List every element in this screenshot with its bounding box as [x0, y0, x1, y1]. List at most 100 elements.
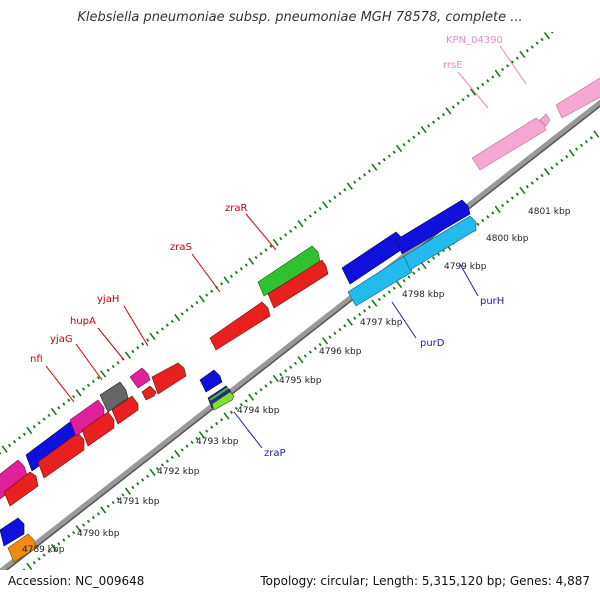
minor-tick	[358, 312, 362, 317]
minor-tick	[591, 1, 593, 3]
scale-label: 4795 kbp	[279, 376, 322, 386]
minor-tick	[451, 105, 455, 109]
gene-label-nfi[interactable]: nfi	[30, 354, 43, 365]
minor-tick	[185, 308, 189, 312]
gene-arrow-red[interactable]	[111, 395, 139, 425]
minor-tick	[392, 150, 396, 154]
scale-labels: 4789 kbp 4790 kbp 4791 kbp 4792 kbp 4793…	[22, 207, 571, 555]
gene-arrow-pink-KPN_04390[interactable]	[555, 77, 600, 119]
minor-tick	[501, 203, 505, 208]
minor-tick	[22, 568, 26, 570]
minor-tick	[530, 181, 534, 185]
minor-tick	[417, 131, 421, 136]
leader-yjaG	[75, 343, 103, 381]
minor-tick	[210, 289, 214, 293]
gene-arrow-green-small[interactable]	[211, 391, 235, 411]
minor-tick	[269, 244, 273, 248]
minor-tick	[146, 338, 150, 342]
gene-label-rrsE[interactable]: rrsE	[443, 60, 463, 71]
minor-tick	[293, 225, 298, 230]
gene-arrow-gray-yjaG[interactable]	[99, 381, 129, 413]
minor-tick	[111, 500, 115, 505]
gene-label-purH[interactable]: purH	[480, 296, 504, 307]
gene-arrow-pink-rrsE[interactable]	[471, 117, 547, 171]
gene-label-zraS[interactable]: zraS	[170, 242, 192, 253]
gene-arrow-green-zraR[interactable]	[257, 245, 321, 297]
gene-arrow-red-small[interactable]	[141, 385, 157, 401]
minor-tick	[318, 206, 322, 211]
gene-arrow-blue[interactable]	[199, 369, 223, 393]
gene-arrow-red-yjaH[interactable]	[151, 362, 187, 395]
minor-tick	[550, 166, 554, 170]
gene-arrow-red-zraS[interactable]	[209, 301, 271, 351]
minor-tick	[515, 56, 519, 60]
minor-tick	[215, 421, 219, 426]
gene-arrow-cyan-purH[interactable]	[403, 215, 477, 271]
major-tick	[50, 543, 58, 552]
minor-tick	[170, 319, 174, 324]
minor-tick	[530, 45, 534, 49]
minor-tick	[116, 361, 120, 365]
minor-tick	[37, 557, 41, 561]
gene-arrow-pink-small[interactable]	[539, 113, 551, 127]
gene-label-yjaH[interactable]: yjaH	[97, 294, 119, 305]
minor-tick	[131, 349, 135, 354]
major-tick	[75, 525, 82, 533]
gene-arrow-blue[interactable]	[395, 199, 471, 255]
gene-arrow-red[interactable]	[3, 471, 39, 507]
forward-tick-track	[0, 1, 593, 455]
major-tick	[322, 337, 329, 345]
leader-purD	[391, 301, 417, 339]
reverse-strand-genes	[0, 199, 477, 563]
major-tick	[543, 168, 551, 176]
major-tick	[124, 487, 131, 495]
gene-arrow-red[interactable]	[37, 432, 85, 479]
minor-tick	[121, 493, 125, 497]
minor-tick	[560, 158, 564, 163]
minor-tick	[155, 331, 160, 335]
gene-label-hupA[interactable]: hupA	[70, 316, 96, 327]
minor-tick	[165, 323, 169, 327]
gene-arrow-blue[interactable]	[0, 517, 25, 547]
accession-text: Accession: NC_009648	[8, 574, 145, 588]
gene-arrow-magenta-nfi[interactable]	[69, 399, 105, 437]
minor-tick	[136, 482, 140, 486]
minor-tick	[515, 192, 519, 196]
minor-tick	[12, 440, 17, 444]
minor-tick	[550, 32, 554, 34]
major-tick	[50, 407, 58, 416]
minor-tick	[205, 429, 209, 433]
gene-arrow-magenta[interactable]	[0, 459, 29, 502]
scale-label: 4789 kbp	[22, 545, 65, 555]
gene-label-yjaG[interactable]: yjaG	[50, 334, 73, 345]
minor-tick	[67, 534, 71, 538]
major-tick	[297, 220, 304, 228]
minor-tick	[505, 64, 510, 68]
minor-tick	[586, 5, 588, 7]
gene-label-zraP[interactable]: zraP	[264, 448, 286, 459]
minor-tick	[205, 293, 209, 297]
major-tick	[1, 445, 8, 453]
leader-hupA	[97, 327, 125, 361]
minor-tick	[431, 256, 436, 260]
minor-tick	[343, 324, 347, 328]
gene-arrow-magenta-hupA[interactable]	[129, 367, 151, 389]
gene-arrow-red[interactable]	[267, 259, 329, 309]
gene-label-zraR[interactable]: zraR	[225, 203, 247, 214]
reverse-tick-track	[22, 129, 600, 570]
gene-label-purD[interactable]: purD	[420, 338, 445, 349]
gene-arrow-orange[interactable]	[7, 533, 37, 563]
minor-tick	[67, 398, 71, 402]
minor-tick	[81, 523, 86, 527]
minor-tick	[195, 300, 199, 305]
major-tick	[519, 186, 526, 195]
gene-label-KPN_04390[interactable]: KPN_04390	[446, 35, 503, 46]
leader-zraS	[191, 253, 221, 293]
gene-arrow-red[interactable]	[81, 411, 115, 447]
minor-tick	[313, 346, 317, 351]
minor-tick	[42, 553, 46, 557]
major-tick	[322, 201, 329, 209]
minor-tick	[461, 97, 465, 102]
minor-tick	[565, 154, 569, 159]
